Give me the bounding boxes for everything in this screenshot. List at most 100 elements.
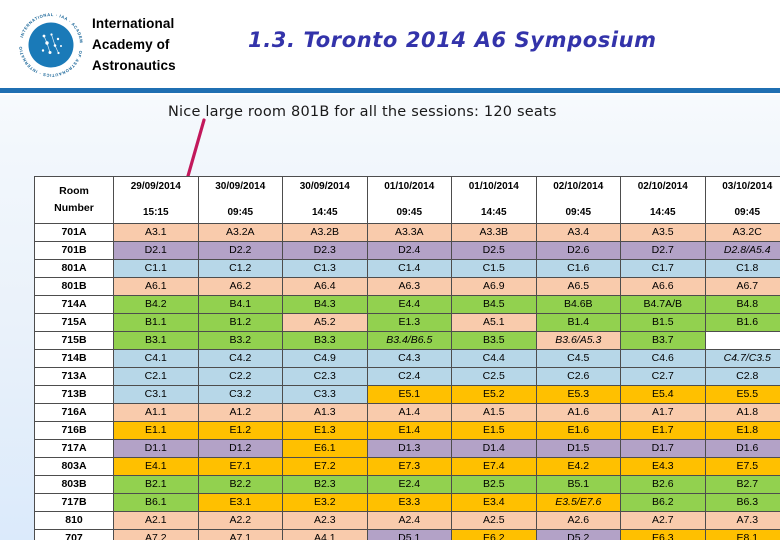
session-cell[interactable]: D1.4 [451, 439, 537, 458]
session-cell[interactable]: D2.1 [113, 241, 199, 260]
session-cell[interactable]: E5.2 [451, 385, 537, 404]
session-cell[interactable]: B4.1 [197, 295, 283, 314]
session-cell[interactable]: E5.5 [704, 385, 780, 404]
session-cell[interactable]: B4.7A/B [620, 295, 706, 314]
session-cell[interactable]: E3.1 [197, 493, 283, 512]
session-cell[interactable]: C4.2 [197, 349, 283, 368]
session-cell[interactable]: C1.7 [620, 259, 706, 278]
table-row[interactable]: 715B B3.1 B3.2 B3.3 B3.4/B6.5 B3.5 B3.6/A5.3 B3… [34, 331, 780, 350]
session-cell[interactable]: E3.3 [366, 493, 452, 512]
session-cell[interactable]: A6.4 [282, 277, 368, 296]
session-cell[interactable]: E7.1 [197, 457, 283, 476]
session-cell[interactable]: A1.8 [704, 403, 780, 422]
room-number-cell[interactable]: 713A [34, 367, 114, 386]
session-cell[interactable]: E2.4 [366, 475, 452, 494]
session-cell[interactable]: C1.3 [282, 259, 368, 278]
session-cell[interactable]: E3.4 [451, 493, 537, 512]
room-number-cell[interactable]: 810 [34, 511, 114, 530]
room-number-cell[interactable]: 701B [34, 241, 114, 260]
session-cell[interactable]: B2.7 [704, 475, 780, 494]
session-cell[interactable]: A6.3 [366, 277, 452, 296]
session-cell[interactable]: A1.2 [197, 403, 283, 422]
session-cell[interactable]: C1.6 [535, 259, 621, 278]
session-cell[interactable]: B2.3 [282, 475, 368, 494]
session-cell[interactable]: E1.3 [366, 313, 452, 332]
session-cell[interactable]: B6.2 [620, 493, 706, 512]
session-cell[interactable]: D2.5 [451, 241, 537, 260]
session-cell[interactable]: B6.1 [113, 493, 199, 512]
session-cell[interactable]: E1.8 [704, 421, 780, 440]
session-cell[interactable]: D2.7 [620, 241, 706, 260]
session-cell[interactable]: A6.9 [451, 277, 537, 296]
table-row[interactable]: 714B C4.1 C4.2 C4.9 C4.3 C4.4 C4.5 C4.6 C4.7/C3.… [34, 349, 780, 368]
session-cell[interactable]: C2.8 [704, 367, 780, 386]
session-cell[interactable]: D2.4 [366, 241, 452, 260]
session-cell[interactable]: C2.1 [113, 367, 199, 386]
session-cell[interactable]: C2.3 [282, 367, 368, 386]
session-cell[interactable]: D1.1 [113, 439, 199, 458]
session-cell[interactable]: C2.2 [197, 367, 283, 386]
session-cell[interactable]: B3.3 [282, 331, 368, 350]
session-cell[interactable]: A3.2C [704, 223, 780, 242]
session-cell[interactable]: D1.3 [366, 439, 452, 458]
session-cell[interactable]: D2.2 [197, 241, 283, 260]
session-cell[interactable]: A1.3 [282, 403, 368, 422]
session-cell[interactable]: B3.1 [113, 331, 199, 350]
session-cell[interactable]: B5.1 [535, 475, 621, 494]
session-cell[interactable]: C3.3 [282, 385, 368, 404]
room-number-cell[interactable]: 714B [34, 349, 114, 368]
session-cell[interactable]: A1.4 [366, 403, 452, 422]
session-cell[interactable]: C1.8 [704, 259, 780, 278]
session-cell[interactable]: C4.3 [366, 349, 452, 368]
session-cell[interactable]: B4.6B [535, 295, 621, 314]
session-cell[interactable]: A5.2 [282, 313, 368, 332]
session-cell[interactable]: B3.4/B6.5 [366, 331, 452, 350]
session-cell[interactable]: E1.1 [113, 421, 199, 440]
session-cell[interactable]: E5.1 [366, 385, 452, 404]
session-cell[interactable]: A1.7 [620, 403, 706, 422]
session-cell[interactable]: E7.3 [366, 457, 452, 476]
session-cell[interactable]: C4.4 [451, 349, 537, 368]
session-cell[interactable]: B4.3 [282, 295, 368, 314]
table-row[interactable]: 701A A3.1 A3.2A A3.2B A3.3A A3.3B A3.4 A3.5 A3.2… [34, 223, 780, 242]
room-number-cell[interactable]: 713B [34, 385, 114, 404]
session-cell[interactable]: B4.5 [451, 295, 537, 314]
session-cell[interactable]: E4.4 [366, 295, 452, 314]
session-cell[interactable]: C2.4 [366, 367, 452, 386]
session-cell[interactable]: A6.6 [620, 277, 706, 296]
session-cell[interactable]: E1.2 [197, 421, 283, 440]
session-cell[interactable]: B1.5 [620, 313, 706, 332]
session-cell[interactable]: B2.1 [113, 475, 199, 494]
session-cell[interactable]: B2.2 [197, 475, 283, 494]
session-cell[interactable]: A2.1 [113, 511, 199, 530]
session-cell[interactable]: A5.1 [451, 313, 537, 332]
room-number-cell[interactable]: 801A [34, 259, 114, 278]
room-number-cell[interactable]: 717B [34, 493, 114, 512]
schedule-table-container[interactable]: Room Number 29/09/2014 15:15 30/09/2014 09:… [34, 176, 780, 540]
session-cell[interactable]: A3.5 [620, 223, 706, 242]
session-cell[interactable]: E7.2 [282, 457, 368, 476]
session-cell[interactable]: A4.1 [282, 529, 368, 540]
table-row[interactable]: 715A B1.1 B1.2 A5.2 E1.3 A5.1 B1.4 B1.5 B1.6 [34, 313, 780, 332]
session-cell[interactable]: E1.4 [366, 421, 452, 440]
session-cell[interactable]: A6.5 [535, 277, 621, 296]
session-cell[interactable]: C1.4 [366, 259, 452, 278]
session-cell[interactable]: C2.6 [535, 367, 621, 386]
session-cell[interactable]: E4.1 [113, 457, 199, 476]
session-cell[interactable]: C3.2 [197, 385, 283, 404]
session-cell[interactable]: E6.2 [451, 529, 537, 540]
session-cell[interactable]: D1.6 [704, 439, 780, 458]
room-number-cell[interactable]: 707 [34, 529, 114, 540]
room-number-cell[interactable]: 803B [34, 475, 114, 494]
session-cell[interactable]: C2.5 [451, 367, 537, 386]
session-cell[interactable]: E5.4 [620, 385, 706, 404]
session-cell[interactable]: D5.2 [535, 529, 621, 540]
session-cell[interactable]: B3.2 [197, 331, 283, 350]
session-cell[interactable]: B1.1 [113, 313, 199, 332]
